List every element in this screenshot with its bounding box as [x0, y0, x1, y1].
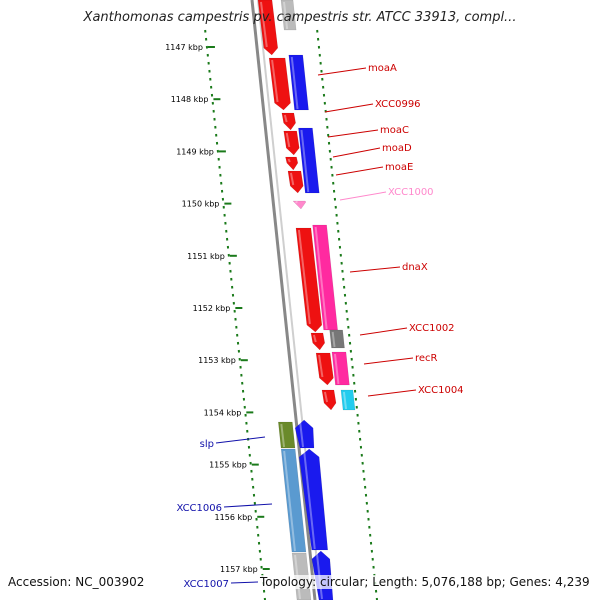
gene-label-moaA: moaA [368, 63, 397, 74]
gene-label-XCC1000: XCC1000 [388, 187, 434, 198]
gene-label-leader [224, 504, 272, 507]
gene-label-leader [360, 328, 407, 335]
kbp-tick-label: 1151 kbp [187, 252, 225, 261]
gene-label-leader [350, 267, 400, 272]
gene-label-leader [328, 130, 378, 137]
gene-XCC1002 [311, 333, 325, 350]
gene-label-XCC1006: XCC1006 [176, 503, 222, 514]
gene-label-moaD: moaD [382, 143, 412, 154]
kbp-tick-label: 1156 kbp [215, 513, 253, 522]
gene-moaC [282, 113, 296, 130]
gene-label-slp: slp [200, 439, 214, 450]
gene-label-leader [364, 358, 413, 364]
gene-moaE [285, 157, 297, 170]
gene-label-leader [333, 148, 380, 157]
kbp-tick-label: 1155 kbp [209, 461, 247, 470]
gene-moaE-shine [288, 159, 289, 162]
kbp-tick-label: 1153 kbp [198, 356, 236, 365]
gene-label-leader [325, 104, 373, 112]
accession-text: Accession: NC_003902 [8, 575, 144, 589]
kbp-tick-label: 1157 kbp [220, 565, 258, 574]
gene-XCC1000-marker [293, 201, 306, 209]
gene-XCC1000-marker-shine [296, 201, 297, 203]
gene-label-leader [318, 68, 366, 75]
gene-label-dnaX: dnaX [402, 262, 428, 273]
gene-label-leader [368, 390, 416, 396]
kbp-tick-label: 1147 kbp [165, 43, 203, 52]
gene-label-XCC0996: XCC0996 [375, 99, 421, 110]
gene-label-moaC: moaC [380, 125, 409, 136]
kbp-tick-label: 1152 kbp [193, 304, 231, 313]
gene-label-leader [336, 167, 383, 175]
topology-text: Topology: circular; Length: 5,076,188 bp… [260, 575, 590, 589]
gene-label-moaE: moaE [385, 162, 413, 173]
gene-label-XCC1004: XCC1004 [418, 385, 464, 396]
gene-XCC1004-partner [341, 390, 355, 410]
gene-label-leader [340, 192, 386, 200]
kbp-tick-label: 1154 kbp [204, 408, 242, 417]
map-title: Xanthomonas campestris pv. campestris st… [0, 10, 600, 25]
gene-label-XCC1002: XCC1002 [409, 323, 455, 334]
kbp-tick-label: 1150 kbp [182, 200, 220, 209]
gene-label-XCC1007: XCC1007 [183, 579, 229, 590]
gene-XCC1004 [322, 390, 336, 410]
gene-label-recR: recR [415, 353, 438, 364]
kbp-tick-label: 1149 kbp [176, 147, 214, 156]
kbp-tick-label: 1148 kbp [171, 95, 209, 104]
gene-label-leader [216, 437, 265, 443]
gene-label-leader [231, 582, 258, 583]
